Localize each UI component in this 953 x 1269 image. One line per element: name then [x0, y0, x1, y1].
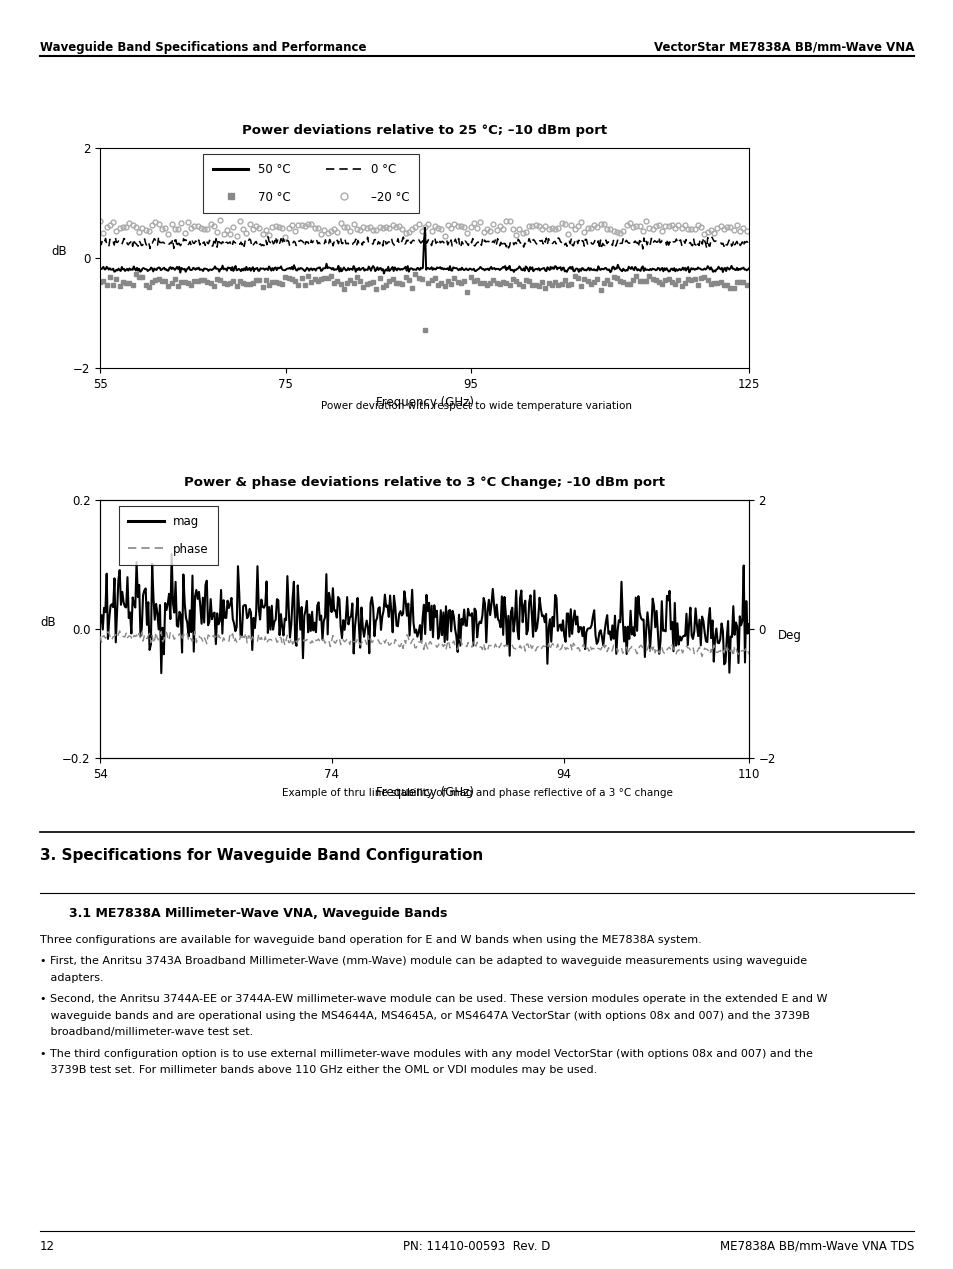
- Y-axis label: dB: dB: [51, 245, 67, 258]
- Text: Example of thru line stability of mag and phase reflective of a 3 °C change: Example of thru line stability of mag an…: [281, 788, 672, 798]
- Text: 3739B test set. For millimeter bands above 110 GHz either the OML or VDI modules: 3739B test set. For millimeter bands abo…: [40, 1066, 597, 1075]
- Y-axis label: Deg: Deg: [777, 629, 801, 642]
- Text: 12: 12: [40, 1240, 55, 1253]
- X-axis label: Frequency (GHz): Frequency (GHz): [375, 396, 473, 410]
- Y-axis label: dB: dB: [40, 615, 56, 629]
- Text: broadband/millimeter-wave test set.: broadband/millimeter-wave test set.: [40, 1028, 253, 1037]
- Text: 3.1 ME7838A Millimeter-Wave VNA, Waveguide Bands: 3.1 ME7838A Millimeter-Wave VNA, Wavegui…: [69, 907, 447, 920]
- Text: 3. Specifications for Waveguide Band Configuration: 3. Specifications for Waveguide Band Con…: [40, 848, 483, 863]
- Text: Power deviation with respect to wide temperature variation: Power deviation with respect to wide tem…: [321, 401, 632, 411]
- Title: Power deviations relative to 25 °C; –10 dBm port: Power deviations relative to 25 °C; –10 …: [242, 124, 606, 137]
- Text: Three configurations are available for waveguide band operation for E and W band: Three configurations are available for w…: [40, 935, 701, 945]
- Text: PN: 11410-00593  Rev. D: PN: 11410-00593 Rev. D: [403, 1240, 550, 1253]
- Text: waveguide bands and are operational using the MS4644A, MS4645A, or MS4647A Vecto: waveguide bands and are operational usin…: [40, 1011, 809, 1020]
- Text: VectorStar ME7838A BB/mm-Wave VNA: VectorStar ME7838A BB/mm-Wave VNA: [653, 41, 913, 53]
- Title: Power & phase deviations relative to 3 °C Change; -10 dBm port: Power & phase deviations relative to 3 °…: [184, 476, 664, 489]
- X-axis label: Frequency (GHz): Frequency (GHz): [375, 787, 473, 799]
- Text: • Second, the Anritsu 3744A-EE or 3744A-EW millimeter-wave module can be used. T: • Second, the Anritsu 3744A-EE or 3744A-…: [40, 995, 826, 1004]
- Text: Waveguide Band Specifications and Performance: Waveguide Band Specifications and Perfor…: [40, 41, 366, 53]
- Text: • The third configuration option is to use external millimeter-wave modules with: • The third configuration option is to u…: [40, 1049, 812, 1058]
- Text: ME7838A BB/mm-Wave VNA TDS: ME7838A BB/mm-Wave VNA TDS: [719, 1240, 913, 1253]
- Text: • First, the Anritsu 3743A Broadband Millimeter-Wave (mm-Wave) module can be ada: • First, the Anritsu 3743A Broadband Mil…: [40, 957, 806, 967]
- Legend: 50 °C, 70 °C, 0 °C, –20 °C: 50 °C, 70 °C, 0 °C, –20 °C: [203, 154, 418, 213]
- Text: adapters.: adapters.: [40, 973, 104, 983]
- Legend: mag, phase: mag, phase: [119, 506, 218, 565]
